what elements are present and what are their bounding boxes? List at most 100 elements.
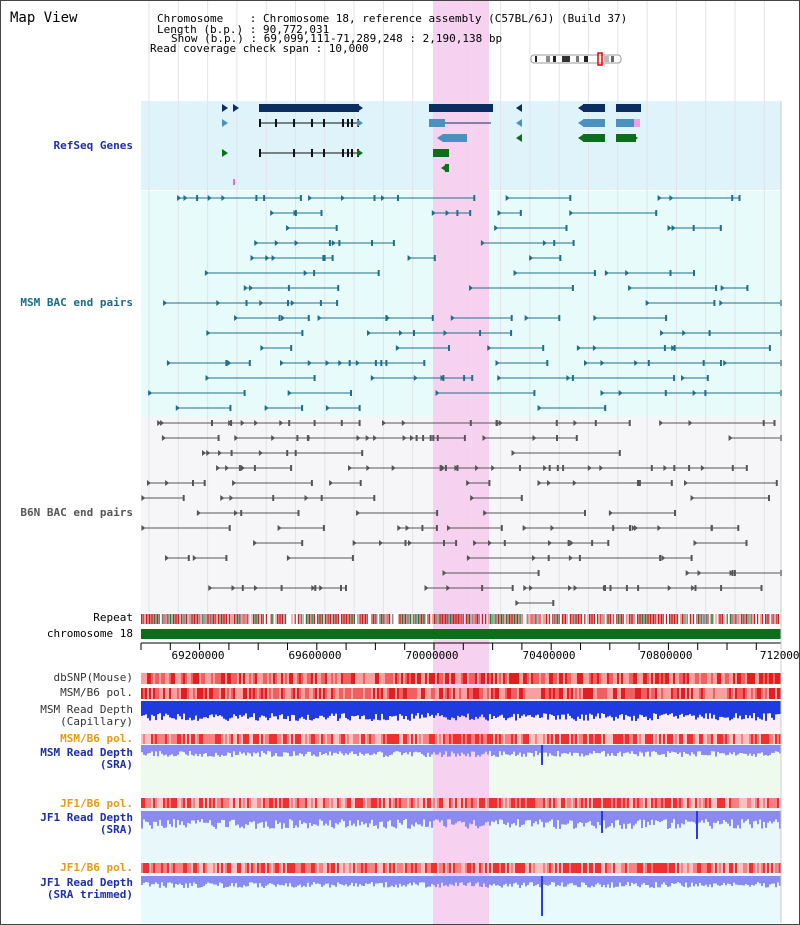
chromosome-ideogram[interactable] <box>531 54 621 63</box>
msm-cap-depth <box>225 701 227 720</box>
track-label-refseq[interactable]: RefSeq Genes <box>53 139 133 152</box>
msm-sra-pol-heat <box>451 734 453 744</box>
jf1-depth <box>733 811 735 829</box>
jf1-depth <box>555 811 557 829</box>
jf1-trim-depth <box>613 876 615 888</box>
msm-sra-depth <box>155 745 157 752</box>
repeat-mark <box>544 614 546 624</box>
msm-sra-pol-heat <box>327 734 329 744</box>
jf1-trim-depth <box>627 876 629 883</box>
jf1-depth <box>233 811 235 820</box>
jf1-depth <box>199 811 201 822</box>
ideogram-band <box>546 56 550 62</box>
b6n-bac-pair-end <box>447 525 451 531</box>
msm-b6-pol-heat <box>283 688 285 699</box>
jf1-depth <box>523 811 525 825</box>
msm-sra-depth <box>765 745 767 755</box>
msm-b6-pol-heat <box>479 688 481 699</box>
track-label-b6n-bac[interactable]: B6N BAC end pairs <box>20 506 133 519</box>
jf1-depth <box>589 811 591 822</box>
msm-bac-pair-end <box>325 405 330 411</box>
msm-sra-depth <box>341 745 343 754</box>
repeat-mark <box>429 614 431 624</box>
track-label-msm-bac[interactable]: MSM BAC end pairs <box>20 296 133 309</box>
jf1-trim-depth <box>325 876 327 884</box>
jf1-trim-pol-heat <box>593 863 595 873</box>
msm-cap-depth <box>259 701 261 718</box>
msm-b6-pol-heat <box>155 688 157 699</box>
msm-bac-pair-end <box>331 255 334 261</box>
repeat-mark <box>254 614 256 624</box>
ideogram-band <box>576 56 579 62</box>
repeat-mark <box>696 614 698 624</box>
dbsnp-heat <box>507 673 509 684</box>
msm-b6-pol-heat <box>721 688 723 699</box>
msm-bac-pair-end <box>377 270 380 276</box>
jf1-depth <box>473 811 475 821</box>
jf1-trim-depth <box>653 876 655 888</box>
msm-cap-depth <box>283 701 285 719</box>
msm-bac-pair-end <box>433 255 436 261</box>
msm-cap-depth <box>161 701 163 720</box>
jf1-pol-heat <box>453 798 455 808</box>
msm-sra-pol-heat <box>775 734 777 744</box>
msm-sra-pol-heat <box>439 734 441 744</box>
jf1-depth <box>517 811 519 820</box>
msm-cap-depth <box>745 701 747 715</box>
msm-cap-depth <box>361 701 363 717</box>
msm-sra-pol-heat <box>321 734 323 744</box>
msm-cap-depth <box>373 701 375 720</box>
jf1-depth <box>421 811 423 827</box>
msm-cap-depth <box>717 701 719 721</box>
repeat-mark <box>272 614 274 624</box>
dbsnp-heat <box>377 673 379 684</box>
dbsnp-heat <box>611 673 613 684</box>
msm-sra-depth <box>487 745 489 755</box>
msm-sra-depth <box>761 745 763 753</box>
jf1-depth <box>169 811 171 824</box>
msm-cap-depth <box>501 701 503 715</box>
jf1-trim-depth <box>365 876 367 884</box>
msm-sra-depth <box>593 745 595 752</box>
msm-cap-depth <box>451 701 453 718</box>
b6n-bac-pair-end <box>232 480 237 486</box>
jf1-trim-depth <box>721 876 723 885</box>
msm-cap-depth <box>733 701 735 718</box>
jf1-trim-pol-heat <box>629 863 631 873</box>
dbsnp-heat <box>249 673 251 684</box>
msm-sra-depth <box>779 745 781 754</box>
jf1-trim-pol-heat <box>279 863 281 873</box>
jf1-depth <box>575 811 577 828</box>
msm-b6-pol-heat <box>251 688 253 699</box>
msm-b6-pol-heat <box>355 688 357 699</box>
jf1-trim-depth <box>373 876 375 887</box>
jf1-depth <box>665 811 667 820</box>
jf1-trim-pol-heat <box>429 863 431 873</box>
jf1-trim-depth <box>253 876 255 884</box>
jf1-trim-depth <box>141 876 143 885</box>
repeat-mark <box>621 614 623 624</box>
msm-sra-pol-heat <box>277 734 279 744</box>
msm-sra-pol-heat <box>263 734 265 744</box>
msm-sra-pol-heat <box>249 734 251 744</box>
msm-sra-pol-heat <box>583 734 585 744</box>
msm-sra-pol-heat <box>151 734 153 744</box>
track-label-jf1-depth-sub: (SRA) <box>99 823 133 836</box>
repeat-mark <box>590 614 592 624</box>
jf1-trim-depth <box>207 876 209 883</box>
dbsnp-heat <box>615 673 617 684</box>
jf1-trim-depth <box>151 876 153 885</box>
msm-sra-pol-heat <box>515 734 517 744</box>
msm-sra-pol-heat <box>743 734 745 744</box>
repeat-mark <box>201 614 203 624</box>
jf1-trim-pol-heat <box>595 863 597 873</box>
jf1-pol-heat <box>575 798 577 808</box>
jf1-trim-depth <box>775 876 777 888</box>
jf1-trim-pol-heat <box>249 863 251 873</box>
msm-b6-pol-heat <box>331 688 333 699</box>
msm-cap-depth <box>723 701 725 718</box>
jf1-pol-heat <box>265 798 267 808</box>
msm-cap-depth <box>565 701 567 720</box>
jf1-pol-heat <box>733 798 735 808</box>
